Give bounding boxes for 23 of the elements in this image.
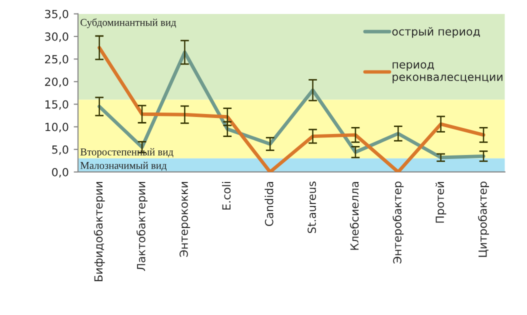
x-tick-label: Цитробактер: [478, 182, 489, 257]
band-label: Малозначимый вид: [80, 162, 167, 171]
y-tick-label: 5,0: [52, 145, 68, 155]
band-label: Субдоминантный вид: [80, 18, 176, 28]
x-tick-label: St.aureus: [308, 182, 316, 234]
x-tick-label: Протей: [436, 182, 446, 223]
x-tick-label: E.coli: [222, 182, 231, 210]
y-tick-label: 30,0: [45, 32, 68, 42]
legend-label: острый период: [392, 27, 480, 38]
x-tick-label: Бифидобактерии: [94, 182, 105, 282]
y-tick-label: 25,0: [45, 55, 68, 65]
band-label: Второстепенный вид: [80, 148, 174, 158]
legend-label: период реконвалесценции: [392, 62, 502, 84]
x-tick-label: Энтеробактер: [392, 182, 404, 264]
y-tick-label: 0,0: [52, 168, 68, 178]
x-tick-label: Энтерококки: [180, 182, 190, 257]
y-tick-label: 20,0: [45, 78, 68, 88]
x-tick-label: Лактобактерии: [136, 182, 148, 271]
y-tick-label: 15,0: [45, 100, 68, 110]
y-tick-label: 35,0: [45, 10, 68, 20]
y-tick-label: 10,0: [45, 122, 68, 132]
x-tick-label: Candida: [264, 182, 274, 226]
x-tick-label: Клебсиелла: [350, 182, 359, 250]
